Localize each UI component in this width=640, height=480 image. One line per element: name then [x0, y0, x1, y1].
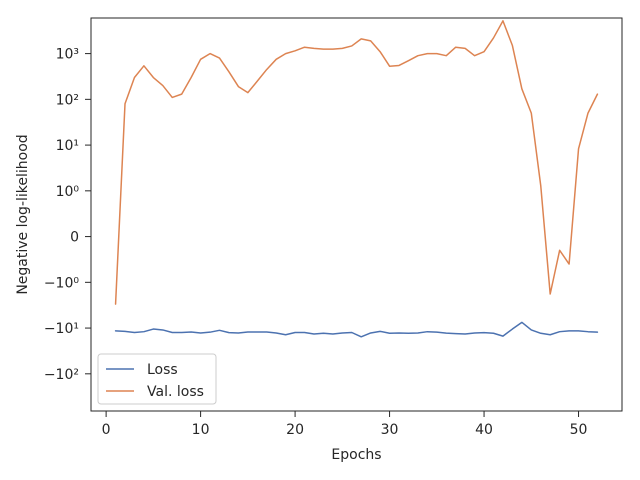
x-tick-label: 40: [475, 422, 493, 438]
y-tick-label: 10⁰: [56, 184, 80, 200]
x-tick-label: 50: [570, 422, 588, 438]
legend-label-val-loss: Val. loss: [147, 384, 204, 400]
y-tick-label: 0: [70, 230, 79, 246]
y-tick-label: 10²: [56, 92, 79, 108]
x-tick-label: 10: [192, 422, 210, 438]
series-layer: [114, 20, 599, 338]
y-tick-label: 10¹: [56, 138, 79, 154]
legend: Loss Val. loss: [97, 353, 217, 405]
x-axis-label: Epochs: [331, 447, 381, 463]
series-line-val-loss: [114, 20, 599, 305]
legend-label-loss: Loss: [147, 362, 178, 378]
x-tick-label: 30: [381, 422, 399, 438]
y-axis-ticks: 10³ 10² 10¹ 10⁰ 0 −10⁰ −10¹ −10²: [44, 47, 91, 383]
series-line-loss: [114, 321, 599, 338]
x-tick-label: 0: [102, 422, 111, 438]
y-tick-label: −10²: [44, 367, 79, 383]
y-axis-label: Negative log-likelihood: [15, 134, 31, 294]
x-axis-ticks: 0 10 20 30 40 50: [102, 411, 588, 438]
y-tick-label: 10³: [56, 47, 79, 63]
y-tick-label: −10⁰: [44, 275, 80, 291]
axes-frame: [90, 17, 623, 412]
x-tick-label: 20: [286, 422, 304, 438]
y-tick-label: −10¹: [44, 321, 79, 337]
